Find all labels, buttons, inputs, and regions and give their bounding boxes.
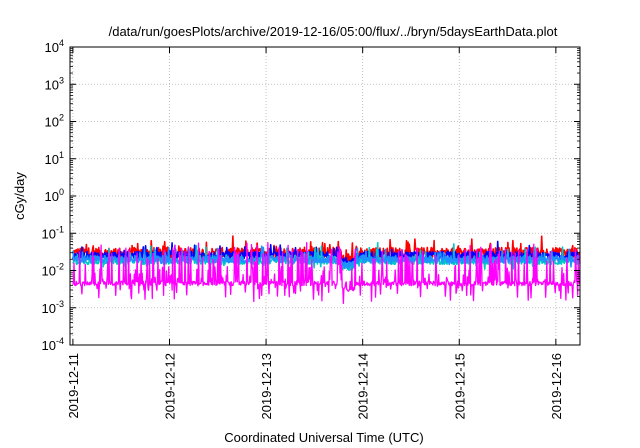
series-line (72, 241, 581, 305)
y-tick-label: 10-4 (42, 336, 64, 353)
y-axis: 10-4 10-3 10-2 10-1 100 101 102 103 104 (42, 38, 580, 353)
x-axis: 2019-12-11 2019-12-12 2019-12-13 2019-12-14… (66, 47, 564, 420)
x-tick-label: 2019-12-15 (452, 353, 467, 420)
x-tick-label: 2019-12-11 (66, 353, 81, 419)
y-tick-label: 102 (45, 113, 64, 130)
y-tick-label: 104 (45, 38, 64, 55)
grid (70, 47, 580, 345)
chart-title: /data/run/goesPlots/archive/2019-12-16/0… (109, 24, 558, 39)
y-tick-label: 10-2 (42, 262, 64, 279)
x-tick-label: 2019-12-14 (356, 353, 371, 420)
y-axis-label: cGy/day (12, 172, 27, 220)
y-tick-label: 10-3 (42, 299, 64, 316)
y-tick-label: 10-1 (42, 224, 64, 241)
x-tick-label: 2019-12-16 (549, 353, 564, 420)
y-tick-label: 100 (45, 187, 64, 204)
x-tick-label: 2019-12-12 (162, 353, 177, 420)
x-axis-label: Coordinated Universal Time (UTC) (224, 430, 423, 445)
series-group (72, 235, 581, 305)
y-tick-label: 103 (45, 75, 64, 92)
x-tick-label: 2019-12-13 (259, 353, 274, 420)
y-tick-label: 101 (45, 150, 64, 167)
